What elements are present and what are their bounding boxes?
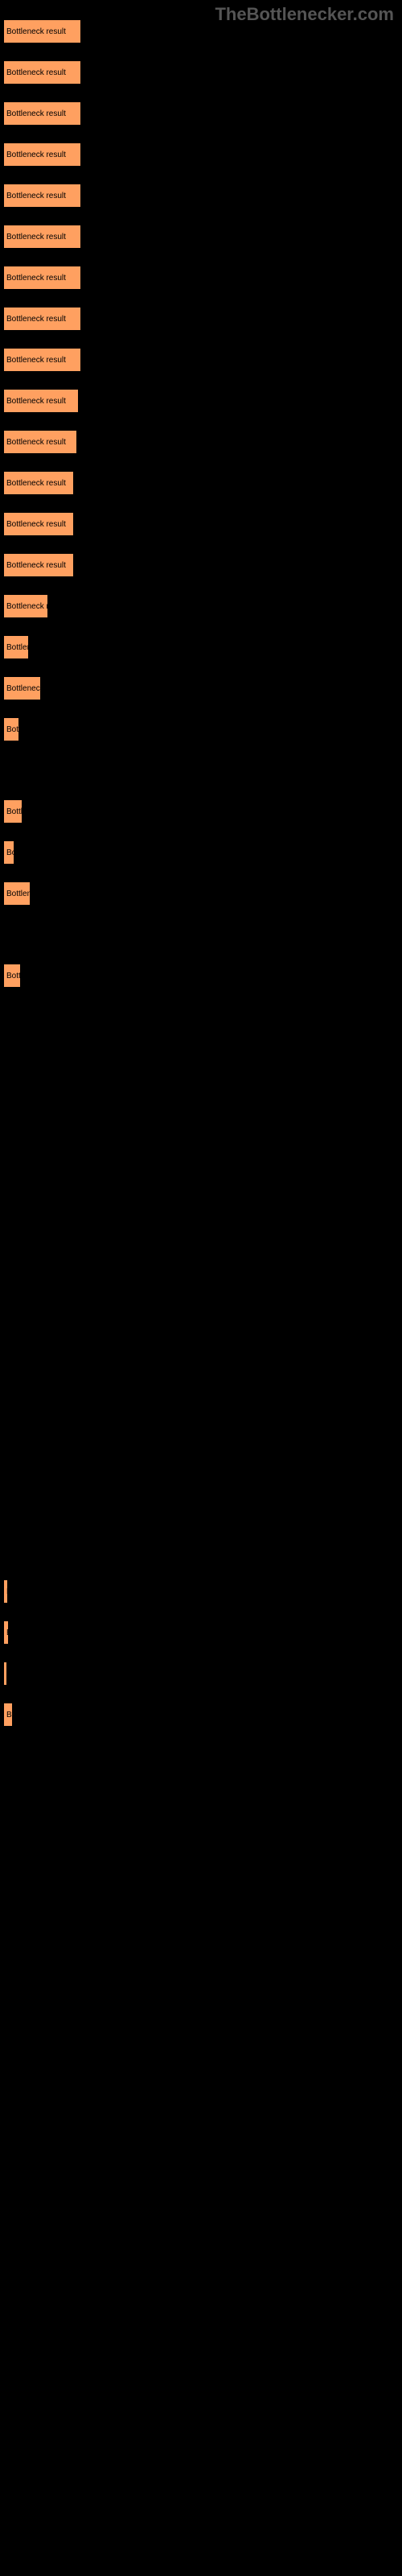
bar-row: Bottleneck result [4, 1580, 402, 1603]
bar-row: Bottleneck result [4, 431, 402, 453]
bar-label: Bottleneck result [6, 274, 66, 283]
chart-bar: Bottleneck result [4, 225, 80, 248]
chart-bar: Bottleneck result [4, 595, 47, 617]
chart-bar: Bottleneck result [4, 964, 20, 987]
bar-row: Bottleneck result [4, 472, 402, 494]
bar-label: Bottleneck result [6, 520, 66, 529]
bar-label: Bottleneck result [6, 192, 66, 200]
bar-chart: Bottleneck result Bottleneck result Bottle… [0, 0, 402, 1843]
bar-row [4, 1170, 402, 1192]
chart-bar: Bottleneck result [4, 102, 80, 125]
chart-bar: Bottleneck result [4, 390, 78, 412]
bar-row: Bottleneck result [4, 1703, 402, 1726]
bar-row [4, 1744, 402, 1767]
chart-bar: Bottleneck result [4, 431, 76, 453]
bar-label: Bottleneck result [6, 479, 66, 488]
bar-row: Bottleneck result [4, 308, 402, 330]
chart-bar: Bottleneck result [4, 184, 80, 207]
chart-bar: Bottleneck result [4, 266, 80, 289]
bar-label: Bottleneck result [6, 807, 22, 816]
chart-bar: Bottleneck result [4, 513, 73, 535]
chart-bar: Bottleneck result [4, 718, 18, 741]
bar-label: Bottleneck result [6, 725, 18, 734]
bar-label: Bottleneck result [6, 1711, 12, 1719]
bar-row: Bottleneck result [4, 841, 402, 864]
bar-row: Bottleneck result [4, 349, 402, 371]
bar-row [4, 1785, 402, 1808]
bar-row [4, 1375, 402, 1397]
chart-bar: Bottleneck result [4, 472, 73, 494]
chart-bar: Bottleneck result [4, 61, 80, 84]
bar-row [4, 1539, 402, 1562]
bar-row [4, 1005, 402, 1028]
bar-row [4, 1088, 402, 1110]
chart-bar: Bottleneck result [4, 143, 80, 166]
bar-label: Bottleneck result [6, 561, 66, 570]
bar-row: Bottleneck result [4, 143, 402, 166]
bar-label: Bottleneck result [6, 1587, 7, 1596]
bar-row: Bottleneck result [4, 677, 402, 700]
bar-row: Bottleneck result [4, 800, 402, 823]
bar-label: Bottleneck result [6, 602, 47, 611]
bar-row: Bottleneck result [4, 1621, 402, 1644]
bar-row [4, 1252, 402, 1274]
bar-row: Bottleneck result [4, 102, 402, 125]
bar-row [4, 759, 402, 782]
bar-row [4, 1662, 402, 1685]
chart-bar: Bottleneck result [4, 841, 14, 864]
bar-label: Bottleneck result [6, 1629, 8, 1637]
bar-label: Bottleneck result [6, 27, 66, 36]
bar-row [4, 923, 402, 946]
chart-bar: Bottleneck result [4, 308, 80, 330]
bar-row: Bottleneck result [4, 964, 402, 987]
bar-label: Bottleneck result [6, 315, 66, 324]
bar-row: Bottleneck result [4, 390, 402, 412]
bar-label: Bottleneck result [6, 643, 28, 652]
chart-bar: Bottleneck result [4, 20, 80, 43]
bar-row: Bottleneck result [4, 61, 402, 84]
chart-bar: Bottleneck result [4, 636, 28, 658]
bar-label: Bottleneck result [6, 109, 66, 118]
bar-row [4, 1334, 402, 1356]
bar-row [4, 1498, 402, 1521]
bar-row: Bottleneck result [4, 184, 402, 207]
chart-bar: Bottleneck result [4, 1703, 12, 1726]
bar-row: Bottleneck result [4, 225, 402, 248]
bar-row: Bottleneck result [4, 718, 402, 741]
chart-bar: Bottleneck result [4, 1580, 7, 1603]
bar-label: Bottleneck result [6, 151, 66, 159]
bar-label: Bottleneck result [6, 972, 20, 980]
bar-label: Bottleneck result [6, 890, 30, 898]
bar-row: Bottleneck result [4, 636, 402, 658]
bar-label: Bottleneck result [6, 68, 66, 77]
bar-row [4, 1046, 402, 1069]
chart-bar: Bottleneck result [4, 1621, 8, 1644]
bar-label: Bottleneck result [6, 684, 40, 693]
bar-label: Bottleneck result [6, 356, 66, 365]
bar-row: Bottleneck result [4, 595, 402, 617]
chart-bar: Bottleneck result [4, 882, 30, 905]
bar-row: Bottleneck result [4, 554, 402, 576]
bar-label: Bottleneck result [6, 233, 66, 242]
bar-row: Bottleneck result [4, 513, 402, 535]
chart-bar: Bottleneck result [4, 800, 22, 823]
chart-bar: Bottleneck result [4, 349, 80, 371]
bar-label: Bottleneck result [6, 438, 66, 447]
bar-row [4, 1293, 402, 1315]
bar-label: Bottleneck result [6, 397, 66, 406]
bar-row [4, 1211, 402, 1233]
bar-row [4, 1416, 402, 1439]
bar-row: Bottleneck result [4, 266, 402, 289]
bar-row: Bottleneck result [4, 882, 402, 905]
chart-bar: Bottleneck result [4, 677, 40, 700]
bar-label: Bottleneck result [6, 848, 14, 857]
chart-bar: Bottleneck result [4, 554, 73, 576]
bar-row [4, 1129, 402, 1151]
watermark-text: TheBottlenecker.com [215, 4, 394, 25]
chart-bar [4, 1662, 6, 1685]
bar-row [4, 1457, 402, 1480]
